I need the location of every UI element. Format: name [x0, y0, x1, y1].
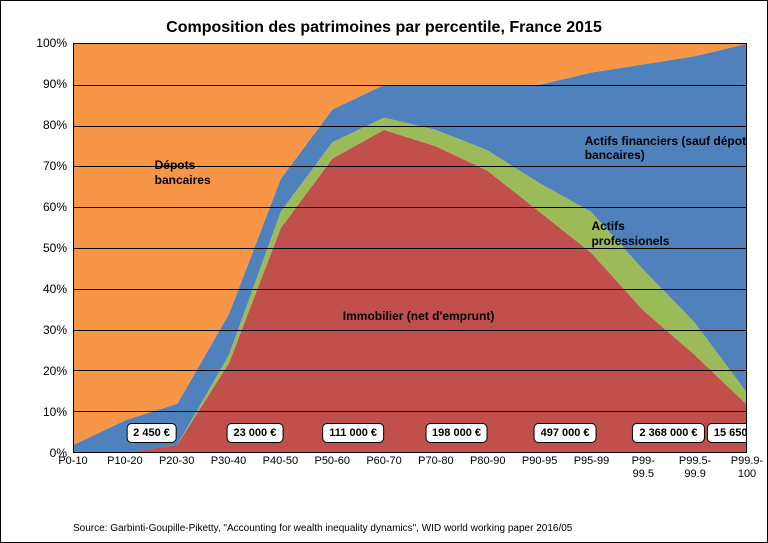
x-tick: P40-50 [263, 455, 298, 468]
y-tick: 50% [43, 241, 73, 255]
y-tick: 70% [43, 159, 73, 173]
y-tick: 30% [43, 323, 73, 337]
x-tick: P99.5- 99.9 [679, 455, 711, 480]
x-tick: P90-95 [522, 455, 557, 468]
value-box: 23 000 € [227, 423, 284, 443]
x-tick: P99.9- 100 [731, 455, 763, 480]
x-tick: P10-20 [107, 455, 142, 468]
y-tick: 100% [36, 36, 73, 50]
y-tick: 20% [43, 364, 73, 378]
value-box: 111 000 € [322, 423, 384, 443]
chart-frame: Composition des patrimoines par percenti… [0, 0, 768, 543]
y-tick: 80% [43, 118, 73, 132]
x-tick: P20-30 [159, 455, 194, 468]
value-box: 2 368 000 € [632, 423, 704, 443]
y-tick: 40% [43, 282, 73, 296]
value-box: 497 000 € [534, 423, 597, 443]
x-tick: P95-99 [574, 455, 609, 468]
y-tick: 90% [43, 77, 73, 91]
x-tick: P30-40 [211, 455, 246, 468]
x-tick: P70-80 [418, 455, 453, 468]
x-tick: P80-90 [470, 455, 505, 468]
x-axis: P0-10P10-20P20-30P30-40P40-50P50-60P60-7… [73, 453, 747, 497]
x-tick: P0-10 [58, 455, 87, 468]
y-tick: 10% [43, 405, 73, 419]
source-text: Source: Garbinti-Goupille-Piketty, "Acco… [73, 523, 572, 534]
plot-area: Dépots bancairesImmobilier (net d'emprun… [73, 43, 747, 453]
value-box: 198 000 € [425, 423, 488, 443]
x-tick: P99- 99.5 [632, 455, 655, 480]
x-tick: P50-60 [314, 455, 349, 468]
y-tick: 60% [43, 200, 73, 214]
chart-title: Composition des patrimoines par percenti… [23, 19, 745, 37]
x-tick: P60-70 [366, 455, 401, 468]
value-boxes-layer: 2 450 € 23 000 € 111 000 € 198 000 € 497 000… [74, 44, 746, 452]
plot-wrap: 0%10%20%30%40%50%60%70%80%90%100% Dépots… [23, 43, 745, 497]
value-box: 15 650 000 € [707, 423, 747, 443]
value-box: 2 450 € [126, 423, 177, 443]
